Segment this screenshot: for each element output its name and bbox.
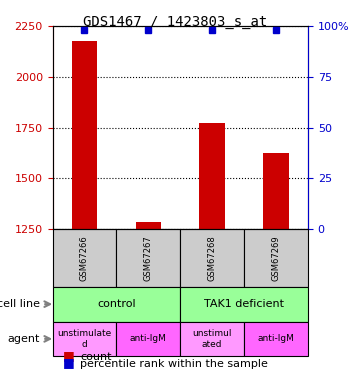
FancyBboxPatch shape [116, 321, 180, 356]
Text: unstimul
ated: unstimul ated [193, 329, 232, 349]
Bar [72, 42, 97, 229]
Text: ■: ■ [63, 356, 75, 369]
Text: GSM67266: GSM67266 [80, 235, 89, 281]
Text: count: count [80, 352, 112, 362]
Bar [263, 153, 289, 229]
Text: ■: ■ [63, 349, 75, 362]
FancyBboxPatch shape [244, 229, 308, 287]
Text: control: control [97, 299, 136, 309]
FancyBboxPatch shape [52, 321, 116, 356]
Text: agent: agent [7, 334, 40, 344]
Text: percentile rank within the sample: percentile rank within the sample [80, 359, 268, 369]
Text: GSM67267: GSM67267 [144, 235, 153, 281]
Text: GSM67269: GSM67269 [272, 235, 281, 280]
Text: GDS1467 / 1423803_s_at: GDS1467 / 1423803_s_at [83, 15, 267, 29]
Text: TAK1 deficient: TAK1 deficient [204, 299, 284, 309]
Text: unstimulate
d: unstimulate d [57, 329, 112, 349]
FancyBboxPatch shape [116, 229, 180, 287]
FancyBboxPatch shape [180, 321, 244, 356]
FancyBboxPatch shape [180, 229, 244, 287]
Text: GSM67268: GSM67268 [208, 235, 217, 281]
Text: anti-IgM: anti-IgM [258, 334, 294, 344]
Bar [199, 123, 225, 229]
FancyBboxPatch shape [52, 287, 180, 321]
FancyBboxPatch shape [244, 321, 308, 356]
FancyBboxPatch shape [180, 287, 308, 321]
FancyBboxPatch shape [52, 229, 116, 287]
Text: anti-IgM: anti-IgM [130, 334, 167, 344]
Bar [135, 222, 161, 229]
Text: cell line: cell line [0, 299, 40, 309]
